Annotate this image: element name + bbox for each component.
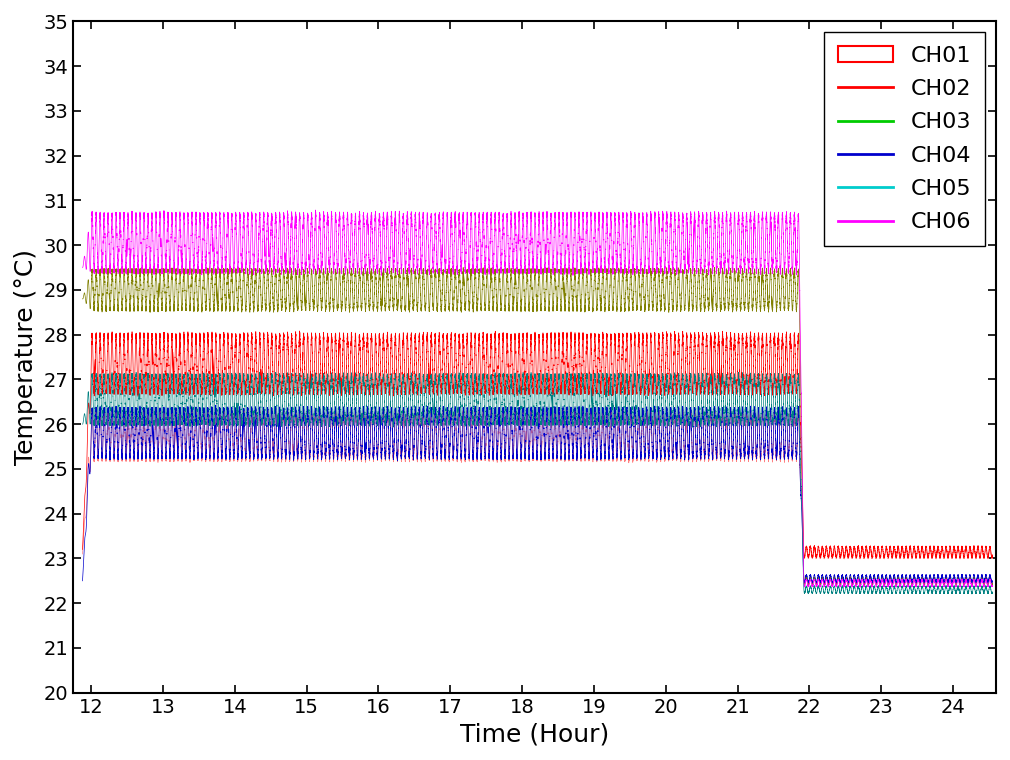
CH05: [138, 375, 150, 384]
CH03: [954, 581, 967, 590]
CH03: [571, 293, 583, 302]
Line: CH05: CH05: [83, 372, 993, 594]
CH03: [987, 578, 999, 587]
CH01: [138, 410, 150, 420]
CH02: [425, 333, 437, 342]
CH02: [987, 550, 999, 559]
CH04: [77, 576, 89, 585]
CH01: [987, 552, 999, 561]
CH03: [709, 263, 721, 272]
CH06: [751, 220, 764, 230]
X-axis label: Time (Hour): Time (Hour): [460, 722, 609, 746]
Legend: CH01, CH02, CH03, CH04, CH05, CH06: CH01, CH02, CH03, CH04, CH05, CH06: [824, 33, 985, 245]
CH05: [966, 590, 978, 599]
CH02: [77, 545, 89, 554]
CH06: [425, 210, 437, 219]
CH01: [624, 410, 636, 419]
CH02: [138, 334, 150, 344]
CH01: [425, 408, 437, 417]
Line: CH04: CH04: [83, 405, 993, 583]
CH01: [751, 416, 764, 425]
CH04: [295, 453, 307, 462]
CH04: [425, 406, 437, 415]
CH05: [624, 372, 636, 382]
CH06: [987, 581, 999, 590]
CH04: [210, 401, 222, 410]
CH06: [77, 263, 89, 272]
CH06: [309, 205, 321, 214]
CH05: [425, 372, 437, 381]
CH04: [138, 409, 150, 418]
CH05: [751, 381, 764, 390]
CH02: [294, 326, 306, 335]
CH01: [202, 403, 214, 412]
CH03: [77, 294, 89, 303]
CH03: [624, 268, 636, 277]
Line: CH01: CH01: [83, 407, 993, 559]
CH04: [751, 414, 764, 423]
CH04: [987, 576, 999, 585]
CH02: [902, 553, 914, 562]
CH01: [953, 555, 966, 564]
CH06: [295, 267, 307, 276]
CH05: [254, 368, 266, 377]
CH01: [295, 454, 307, 463]
CH06: [624, 212, 636, 221]
CH05: [77, 420, 89, 429]
Line: CH06: CH06: [83, 210, 993, 587]
CH03: [295, 305, 307, 314]
CH05: [571, 407, 583, 416]
CH06: [571, 252, 583, 261]
Line: CH02: CH02: [83, 331, 993, 558]
CH02: [295, 388, 307, 397]
CH03: [138, 268, 150, 277]
CH04: [571, 442, 583, 451]
CH02: [624, 334, 636, 343]
Y-axis label: Temperature (°C): Temperature (°C): [14, 249, 38, 465]
CH01: [77, 549, 89, 559]
CH06: [978, 583, 990, 592]
Line: CH03: CH03: [83, 268, 993, 585]
CH04: [962, 578, 974, 587]
CH02: [751, 340, 764, 350]
CH03: [425, 267, 437, 276]
CH01: [571, 442, 583, 451]
CH04: [624, 405, 636, 414]
CH03: [751, 274, 764, 283]
CH06: [138, 214, 150, 223]
CH05: [295, 418, 307, 427]
CH02: [571, 373, 583, 382]
CH05: [987, 587, 999, 597]
